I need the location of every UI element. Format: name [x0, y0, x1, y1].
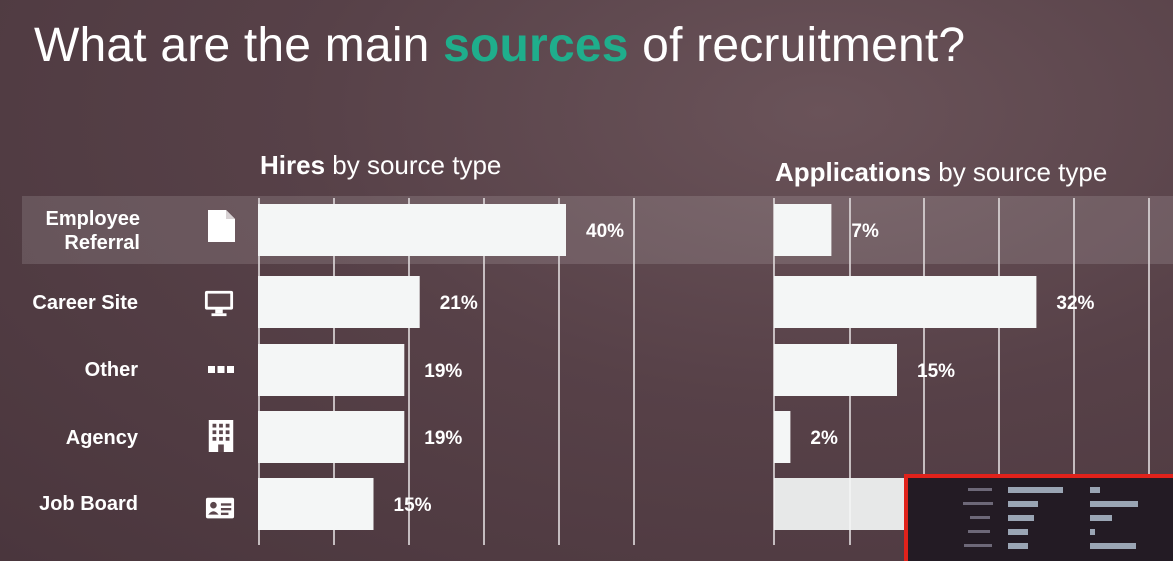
- thumbnail-bar: [1090, 501, 1138, 507]
- row-label-line2: Referral: [64, 232, 140, 254]
- thumbnail-row-label: [964, 544, 992, 547]
- title-accent-word: sources: [443, 19, 629, 72]
- applications-value-label-other: 15%: [917, 361, 955, 382]
- hires-value-label-other: 19%: [424, 361, 462, 382]
- hires-bar-employee-referral: [258, 204, 566, 256]
- hires-value-label-employee-referral: 40%: [586, 221, 624, 242]
- thumbnail-bar: [1008, 543, 1028, 549]
- row-label-employee-referral: Employee Referral: [10, 207, 140, 255]
- row-label-career-site: Career Site: [32, 292, 138, 314]
- row-label-other: Other: [84, 359, 138, 381]
- video-thumbnail-overlay[interactable]: [904, 474, 1173, 561]
- thumbnail-bar: [1008, 501, 1038, 507]
- row-label-agency: Agency: [65, 427, 138, 449]
- applications-bar-agency: [774, 411, 791, 463]
- applications-bar-job-board: [774, 478, 909, 530]
- hires-bar-career-site: [258, 276, 420, 328]
- thumbnail-bar: [1090, 487, 1100, 493]
- hires-title-bold: Hires: [260, 150, 326, 180]
- hires-bar-job-board: [258, 478, 374, 530]
- document-icon: [208, 210, 235, 242]
- hires-bar-agency: [258, 411, 405, 463]
- row-label-line1: Employee: [45, 208, 140, 230]
- contact-card-icon: [205, 497, 235, 519]
- applications-title-bold: Applications: [775, 157, 932, 187]
- thumbnail-bar: [1008, 487, 1063, 493]
- thumbnail-row-label: [963, 502, 993, 505]
- more-dots-icon: [208, 366, 234, 373]
- title-text-start: What are the main: [34, 19, 444, 72]
- thumbnail-row-label: [968, 488, 992, 491]
- thumbnail-bar: [1090, 543, 1136, 549]
- applications-bar-career-site: [774, 276, 1037, 328]
- applications-title-rest: by source type: [931, 157, 1108, 187]
- thumbnail-row-label: [970, 516, 990, 519]
- hires-title-rest: by source type: [325, 150, 502, 180]
- applications-bar-employee-referral: [774, 204, 832, 256]
- row-label-job-board: Job Board: [39, 493, 138, 515]
- hires-bar-other: [258, 344, 405, 396]
- slide-title: What are the main sources of recruitment…: [34, 18, 965, 73]
- monitor-icon: [204, 290, 234, 317]
- applications-value-label-career-site: 32%: [1056, 293, 1094, 314]
- hires-value-label-job-board: 15%: [394, 495, 432, 516]
- title-text-end: of recruitment?: [628, 19, 966, 72]
- hires-value-label-career-site: 21%: [440, 293, 478, 314]
- thumbnail-bar: [1090, 529, 1095, 535]
- thumbnail-bar: [1008, 515, 1034, 521]
- applications-chart-title: Applications by source type: [775, 157, 1107, 188]
- applications-bar-other: [774, 344, 897, 396]
- hires-chart-title: Hires by source type: [260, 150, 501, 181]
- thumbnail-bar: [1090, 515, 1112, 521]
- applications-value-label-agency: 2%: [810, 428, 838, 449]
- applications-value-label-employee-referral: 7%: [851, 221, 879, 242]
- thumbnail-bar: [1008, 529, 1028, 535]
- hires-value-label-agency: 19%: [424, 428, 462, 449]
- thumbnail-row-label: [968, 530, 990, 533]
- building-icon: [208, 420, 234, 452]
